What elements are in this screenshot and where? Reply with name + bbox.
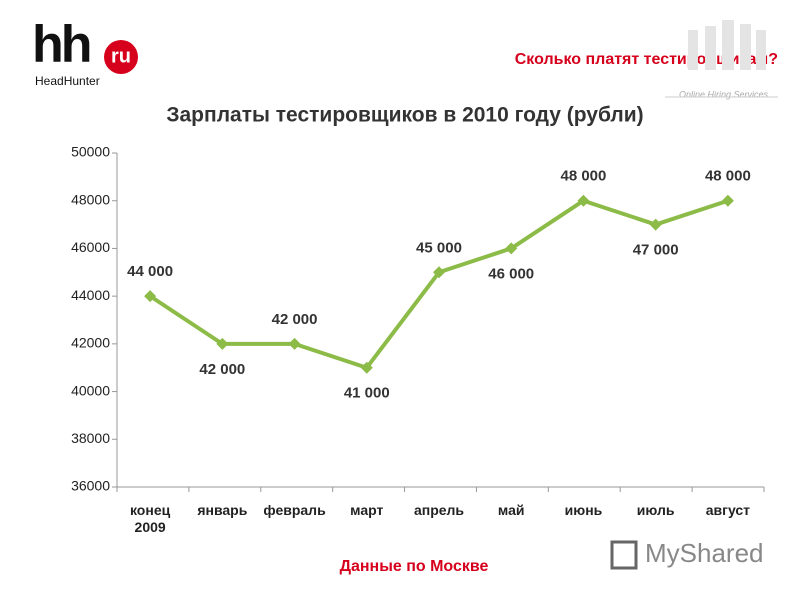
x-tick-label: февраль <box>263 502 326 518</box>
data-label: 47 000 <box>633 242 679 259</box>
tagline: Online Hiring Services <box>679 89 769 99</box>
footer-note: Данные по Москве <box>340 558 489 575</box>
marker <box>577 194 590 207</box>
y-tick-label: 38000 <box>71 430 110 446</box>
marker <box>505 242 518 255</box>
y-tick-label: 48000 <box>71 191 110 207</box>
marker <box>433 266 445 279</box>
logo-badge: ru <box>111 45 131 67</box>
x-tick-label: июль <box>636 502 675 518</box>
x-tick-label: май <box>497 502 525 518</box>
x-tick-label: июнь <box>564 502 603 518</box>
x-tick-label: апрель <box>413 502 465 518</box>
line <box>149 198 729 370</box>
brand: HeadHunter <box>35 74 100 88</box>
question: Сколько платят тестировщикам? <box>515 51 778 68</box>
x-tick-label: март <box>350 502 384 518</box>
y-tick-label: 50000 <box>71 144 110 160</box>
x-tick-label: август <box>705 502 751 518</box>
marker <box>360 361 373 374</box>
logo-badge-circle <box>104 40 138 74</box>
y-tick-label: 42000 <box>71 335 110 351</box>
marker <box>721 194 734 207</box>
logo-text: hh <box>32 16 90 74</box>
data-label: 48 000 <box>705 168 751 185</box>
y-tick-label: 40000 <box>71 382 110 398</box>
data-label: 45 000 <box>416 239 462 256</box>
marker <box>216 337 229 350</box>
x-tick-label: январь <box>197 502 248 518</box>
data-label: 46 000 <box>488 265 534 282</box>
y-tick-label: 36000 <box>71 478 110 494</box>
data-label: 44 000 <box>127 263 173 280</box>
y-tick-label: 46000 <box>71 239 110 255</box>
x-tick-label: конец 2009 <box>129 502 171 535</box>
data-label: 48 000 <box>560 168 606 185</box>
data-label: 42 000 <box>199 361 245 378</box>
data-label: 41 000 <box>344 385 390 402</box>
marker <box>649 218 662 231</box>
data-label: 42 000 <box>272 311 318 328</box>
watermark-icon <box>610 540 638 570</box>
y-tick-label: 44000 <box>71 287 110 303</box>
marker <box>288 337 301 350</box>
watermark: MyShared <box>645 538 764 568</box>
people-icon <box>688 20 766 70</box>
chart-title: Зарплаты тестировщиков в 2010 году (рубл… <box>166 104 643 127</box>
marker <box>144 290 157 303</box>
